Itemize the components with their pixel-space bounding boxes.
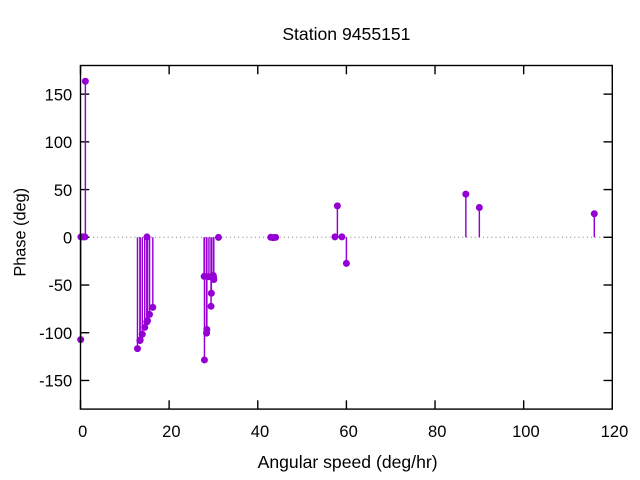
svg-text:60: 60: [339, 423, 357, 441]
svg-text:Phase (deg): Phase (deg): [12, 188, 30, 277]
svg-text:-150: -150: [39, 373, 72, 391]
svg-text:100: 100: [45, 134, 73, 152]
svg-text:0: 0: [63, 230, 72, 248]
svg-text:-100: -100: [39, 325, 72, 343]
svg-text:120: 120: [601, 423, 629, 441]
svg-text:150: 150: [45, 86, 73, 104]
svg-text:40: 40: [251, 423, 269, 441]
svg-text:100: 100: [512, 423, 540, 441]
svg-text:80: 80: [428, 423, 446, 441]
svg-text:0: 0: [78, 423, 87, 441]
svg-text:50: 50: [54, 182, 72, 200]
svg-text:Station 9455151: Station 9455151: [282, 24, 410, 44]
svg-text:-50: -50: [48, 277, 72, 295]
svg-text:Angular speed (deg/hr): Angular speed (deg/hr): [258, 452, 438, 472]
svg-text:20: 20: [162, 423, 180, 441]
